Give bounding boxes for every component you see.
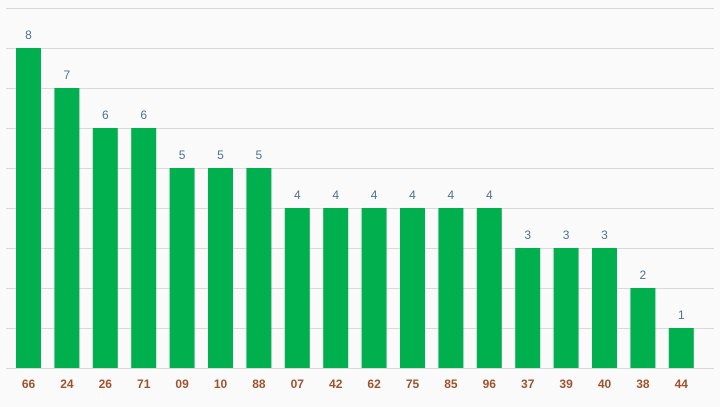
- value-label: 3: [601, 228, 608, 242]
- bar: [553, 248, 579, 368]
- x-tick-label: 37: [521, 377, 535, 391]
- x-tick-label: 75: [406, 377, 420, 391]
- bar: [246, 168, 272, 368]
- value-label: 6: [102, 108, 109, 122]
- x-tick-label: 71: [137, 377, 151, 391]
- x-tick-label: 40: [598, 377, 612, 391]
- bar: [92, 128, 118, 368]
- bar: [208, 168, 233, 368]
- value-label: 5: [256, 148, 263, 162]
- bar: [131, 128, 157, 368]
- bar: [16, 48, 41, 368]
- value-label: 5: [179, 148, 186, 162]
- value-label: 8: [25, 28, 32, 42]
- x-tick-label: 44: [675, 377, 689, 391]
- bar: [438, 208, 464, 368]
- value-label: 3: [524, 228, 531, 242]
- x-tick-label: 66: [22, 377, 36, 391]
- x-tick-label: 26: [99, 377, 113, 391]
- value-label: 3: [563, 228, 570, 242]
- x-tick-label: 85: [444, 377, 458, 391]
- bar: [592, 248, 617, 368]
- value-label: 2: [640, 268, 647, 282]
- bar: [54, 88, 80, 368]
- bar: [630, 288, 656, 368]
- value-label: 4: [294, 188, 301, 202]
- bar: [169, 168, 195, 368]
- value-label: 4: [332, 188, 339, 202]
- bar: [284, 208, 310, 368]
- value-label: 7: [64, 68, 71, 82]
- value-label: 1: [678, 308, 685, 322]
- value-label: 4: [371, 188, 378, 202]
- x-tick-label: 88: [252, 377, 266, 391]
- x-tick-label: 62: [367, 377, 381, 391]
- value-label: 4: [448, 188, 455, 202]
- value-label: 6: [140, 108, 147, 122]
- bar: [668, 328, 694, 368]
- x-tick-label: 39: [559, 377, 573, 391]
- x-tick-label: 10: [214, 377, 228, 391]
- x-tick-label: 09: [175, 377, 189, 391]
- x-tick-label: 38: [636, 377, 650, 391]
- x-tick-label: 42: [329, 377, 343, 391]
- value-label: 4: [486, 188, 493, 202]
- bar: [476, 208, 502, 368]
- x-tick-label: 24: [60, 377, 74, 391]
- bar: [361, 208, 387, 368]
- bar: [515, 248, 541, 368]
- bar: [323, 208, 349, 368]
- bar: [400, 208, 425, 368]
- x-tick-label: 96: [483, 377, 497, 391]
- x-tick-label: 07: [291, 377, 305, 391]
- value-label: 4: [409, 188, 416, 202]
- value-label: 5: [217, 148, 224, 162]
